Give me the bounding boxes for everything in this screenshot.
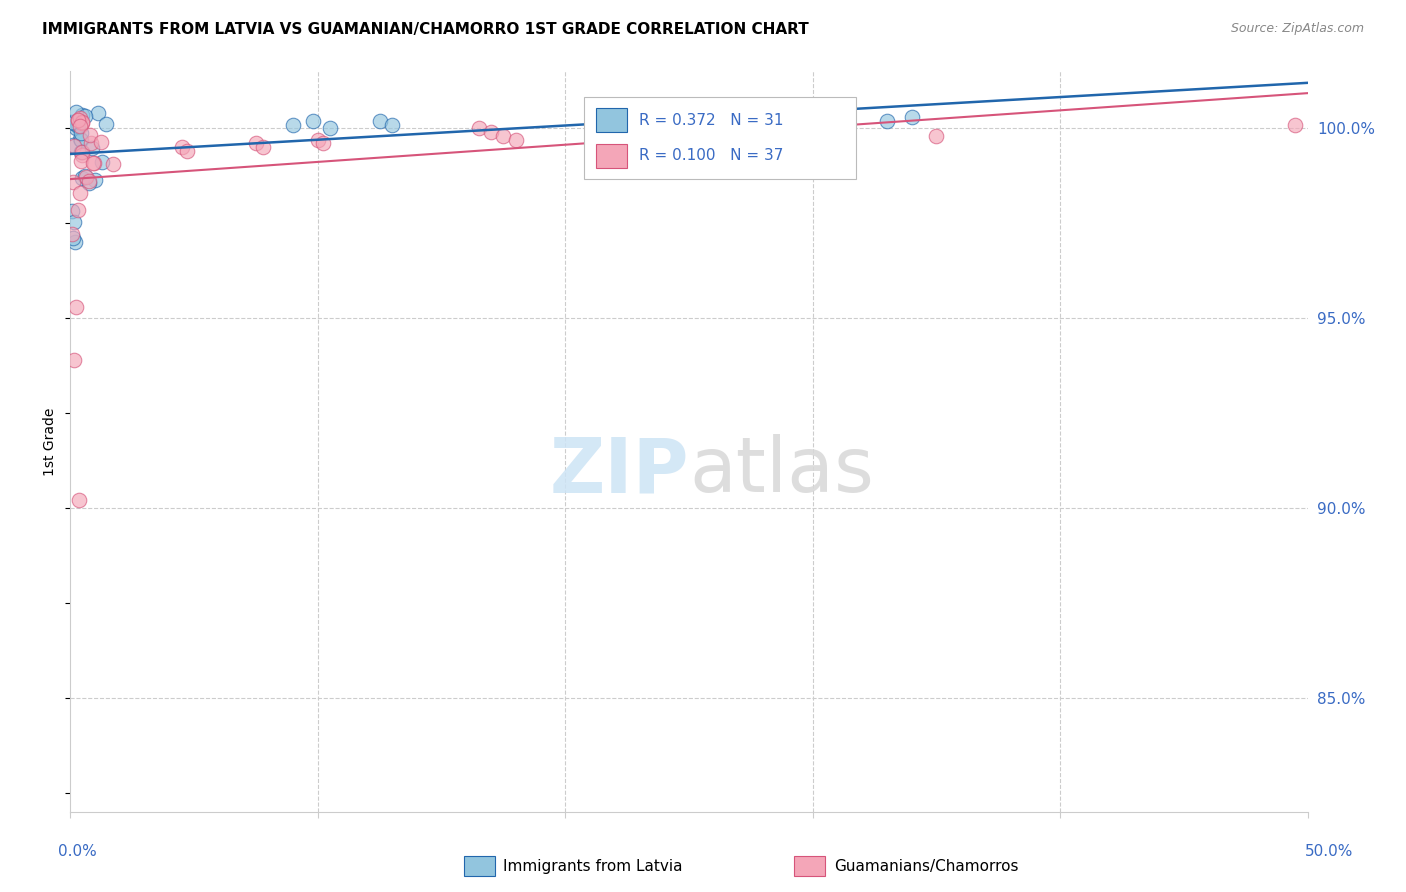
Point [65, 104, 87, 119]
Point [69, 111, 91, 125]
Point [82, 141, 104, 155]
Point [69, 186, 91, 201]
Text: ZIP: ZIP [550, 434, 689, 508]
Point [80, 136, 103, 150]
Text: R = 0.100   N = 37: R = 0.100 N = 37 [640, 148, 783, 163]
Text: 0.0%: 0.0% [58, 845, 97, 859]
Point [73, 169, 96, 183]
Point [176, 144, 198, 158]
Point [87, 106, 110, 120]
Point [492, 128, 515, 143]
Point [75, 170, 97, 185]
Point [70, 114, 93, 128]
Point [60, 203, 83, 218]
Point [368, 113, 391, 128]
Point [101, 157, 124, 171]
Point [70, 145, 93, 159]
Point [70, 133, 93, 147]
FancyBboxPatch shape [596, 144, 627, 168]
Point [381, 118, 404, 132]
Text: R = 0.372   N = 31: R = 0.372 N = 31 [640, 112, 785, 128]
Point [505, 133, 527, 147]
Point [66, 112, 89, 127]
Point [62, 215, 84, 229]
Point [70, 126, 93, 140]
Point [67, 493, 90, 508]
FancyBboxPatch shape [596, 109, 627, 132]
Point [79, 128, 101, 143]
Text: atlas: atlas [689, 434, 873, 508]
Point [73, 109, 96, 123]
Text: Immigrants from Latvia: Immigrants from Latvia [503, 859, 683, 873]
Point [70, 170, 93, 185]
Point [301, 113, 323, 128]
Point [83, 155, 105, 169]
Point [69, 132, 91, 146]
Point [900, 110, 922, 124]
Point [70, 153, 93, 168]
Point [62, 175, 84, 189]
Point [65, 121, 87, 136]
Y-axis label: 1st Grade: 1st Grade [44, 408, 58, 475]
Point [77, 176, 100, 190]
Text: Guamanians/Chamorros: Guamanians/Chamorros [834, 859, 1018, 873]
Point [69, 120, 91, 134]
Point [925, 128, 948, 143]
Point [82, 156, 104, 170]
Text: 50.0%: 50.0% [1305, 845, 1353, 859]
Point [479, 125, 502, 139]
Point [252, 140, 274, 154]
Point [467, 121, 489, 136]
Point [70, 107, 93, 121]
Point [67, 119, 90, 133]
Point [65, 235, 87, 249]
Point [63, 352, 86, 367]
Point [312, 136, 335, 151]
Point [1284, 118, 1306, 132]
Point [60, 227, 83, 241]
Point [281, 118, 304, 132]
Point [70, 116, 93, 130]
Point [170, 140, 193, 154]
Point [62, 115, 84, 129]
Text: Source: ZipAtlas.com: Source: ZipAtlas.com [1230, 22, 1364, 36]
Point [77, 174, 100, 188]
Point [319, 121, 342, 136]
Point [72, 147, 94, 161]
Point [91, 155, 114, 169]
Point [96, 117, 118, 131]
Point [70, 145, 93, 159]
Point [62, 230, 84, 244]
Point [245, 136, 267, 151]
Point [62, 138, 84, 153]
FancyBboxPatch shape [583, 97, 856, 178]
Point [67, 202, 90, 217]
Point [67, 112, 90, 127]
Text: IMMIGRANTS FROM LATVIA VS GUAMANIAN/CHAMORRO 1ST GRADE CORRELATION CHART: IMMIGRANTS FROM LATVIA VS GUAMANIAN/CHAM… [42, 22, 808, 37]
Point [876, 113, 898, 128]
Point [83, 173, 105, 187]
Point [65, 300, 87, 314]
Point [62, 138, 84, 153]
Point [90, 135, 112, 149]
Point [307, 133, 329, 147]
Point [60, 115, 83, 129]
